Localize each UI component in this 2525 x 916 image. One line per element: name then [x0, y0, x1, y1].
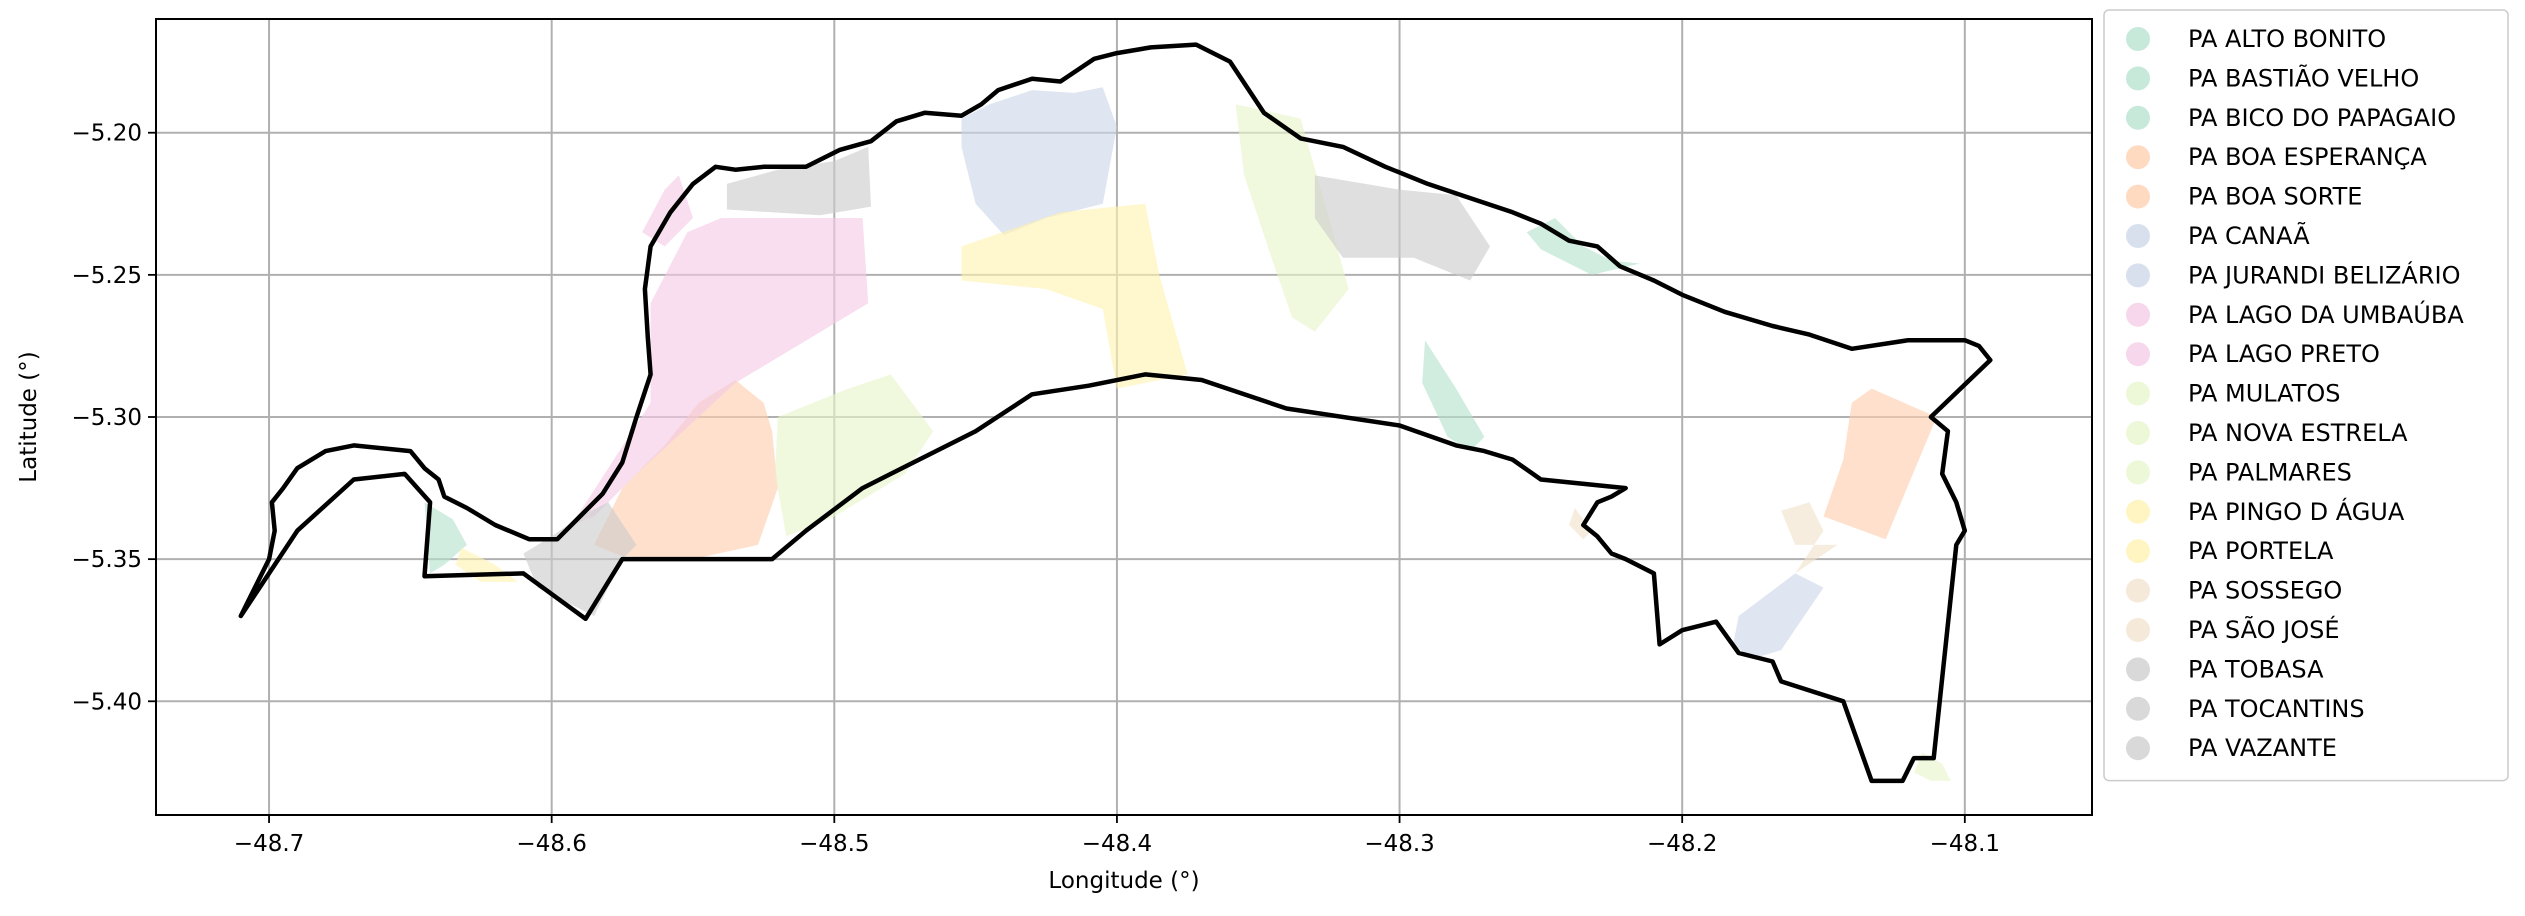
x-axis-title: Longitude (°)	[1048, 868, 1199, 894]
legend-label: PA TOCANTINS	[2188, 695, 2365, 723]
x-tick-label: −48.5	[799, 831, 869, 857]
y-tick-label: −5.40	[72, 689, 142, 715]
legend-label: PA SÃO JOSÉ	[2188, 614, 2340, 644]
y-tick-label: −5.25	[72, 263, 142, 289]
legend-marker	[2126, 66, 2150, 91]
parcel-polygon	[424, 502, 467, 574]
legend-item: PA BASTIÃO VELHO	[2126, 62, 2419, 92]
legend-box	[2103, 9, 2509, 782]
legend-label: PA BASTIÃO VELHO	[2188, 62, 2419, 92]
legend-marker	[2126, 736, 2150, 761]
legend-marker	[2126, 499, 2150, 524]
parcel-polygon	[523, 502, 637, 616]
legend-item: PA NOVA ESTRELA	[2126, 419, 2408, 447]
legend-item: PA MULATOS	[2126, 380, 2341, 408]
y-axis-title: Latitude (°)	[16, 351, 42, 482]
legend-item: PA BOA ESPERANÇA	[2126, 143, 2427, 171]
legend-items: PA ALTO BONITO PA BASTIÃO VELHO PA BICO DO…	[2126, 25, 2464, 762]
legend-marker	[2126, 539, 2150, 564]
legend-item: PA LAGO PRETO	[2126, 340, 2380, 368]
legend-marker	[2126, 224, 2150, 248]
legend-marker	[2126, 618, 2150, 642]
y-tick-label: −5.35	[72, 547, 142, 573]
legend-item: PA BOA SORTE	[2126, 183, 2362, 211]
parcel-polygon	[726, 146, 871, 216]
legend: PA ALTO BONITO PA BASTIÃO VELHO PA BICO DO…	[2103, 9, 2509, 782]
legend-item: PA ALTO BONITO	[2126, 25, 2386, 53]
legend-marker	[2126, 421, 2150, 445]
legend-marker	[2126, 342, 2150, 367]
parcel-polygon	[1823, 388, 1937, 540]
legend-label: PA JURANDI BELIZÁRIO	[2188, 260, 2460, 289]
legend-label: PA ALTO BONITO	[2188, 25, 2386, 53]
parcel-polygon	[1733, 573, 1824, 659]
parcel-polygon	[1422, 340, 1485, 452]
legend-label: PA TOBASA	[2188, 655, 2324, 683]
parcel-polygon	[961, 203, 1188, 389]
legend-label: PA LAGO DA UMBAÚBA	[2188, 299, 2464, 329]
parcel-polygon	[571, 218, 869, 525]
legend-item: PA LAGO DA UMBAÚBA	[2126, 299, 2464, 329]
legend-marker	[2126, 263, 2150, 288]
legend-item: PA SOSSEGO	[2126, 577, 2342, 605]
parcel-polygon	[775, 374, 934, 537]
parcel-polygon	[961, 87, 1117, 236]
parcel-polygon	[1314, 175, 1490, 281]
x-tick-label: −48.1	[1930, 831, 2000, 857]
legend-label: PA NOVA ESTRELA	[2188, 419, 2408, 447]
legend-label: PA BOA ESPERANÇA	[2188, 143, 2427, 171]
x-tick-label: −48.2	[1647, 831, 1717, 857]
legend-marker	[2126, 460, 2150, 485]
legend-label: PA BICO DO PAPAGAIO	[2188, 104, 2456, 132]
legend-label: PA CANAÃ	[2188, 220, 2310, 250]
legend-item: PA SÃO JOSÉ	[2126, 614, 2340, 644]
parcel-polygon	[1235, 104, 1349, 332]
legend-label: PA SOSSEGO	[2188, 577, 2342, 605]
legend-marker	[2126, 381, 2150, 406]
legend-item: PA TOBASA	[2126, 655, 2324, 683]
legend-marker	[2126, 578, 2150, 603]
x-tick-label: −48.3	[1364, 831, 1434, 857]
legend-label: PA PALMARES	[2188, 458, 2352, 486]
y-tick-label: −5.20	[72, 121, 142, 147]
parcel-polygon	[642, 175, 693, 247]
x-tick-label: −48.7	[234, 831, 304, 857]
legend-marker	[2126, 696, 2150, 721]
legend-item: PA VAZANTE	[2126, 734, 2337, 762]
legend-label: PA PINGO D ÁGUA	[2188, 497, 2405, 526]
legend-item: PA PALMARES	[2126, 458, 2352, 486]
municipality-boundary	[238, 42, 1993, 784]
parcel-polygon	[1781, 502, 1838, 574]
x-axis-ticks: −48.7 −48.6 −48.5 −48.4 −48.3 −48.2 −48.1	[234, 815, 2000, 857]
legend-item: PA TOCANTINS	[2126, 695, 2365, 723]
legend-label: PA PORTELA	[2188, 537, 2334, 565]
legend-item: PA PORTELA	[2126, 537, 2334, 565]
x-tick-label: −48.6	[516, 831, 586, 857]
legend-label: PA LAGO PRETO	[2188, 340, 2380, 368]
legend-label: PA BOA SORTE	[2188, 183, 2362, 211]
parcel-polygon	[594, 380, 778, 560]
legend-marker	[2126, 105, 2150, 130]
parcel-polygon	[1569, 508, 1592, 540]
parcels-layer	[424, 87, 1951, 781]
legend-item: PA CANAÃ	[2126, 220, 2310, 250]
legend-marker	[2126, 302, 2150, 327]
legend-label: PA MULATOS	[2188, 380, 2341, 408]
legend-marker	[2126, 27, 2150, 51]
y-axis-ticks: −5.20 −5.25 −5.30 −5.35 −5.40	[72, 121, 156, 715]
y-tick-label: −5.30	[72, 405, 142, 431]
x-tick-label: −48.4	[1082, 831, 1152, 857]
legend-marker	[2126, 657, 2150, 682]
legend-item: PA BICO DO PAPAGAIO	[2126, 104, 2456, 132]
legend-marker	[2126, 145, 2150, 170]
legend-marker	[2126, 184, 2150, 209]
legend-item: PA PINGO D ÁGUA	[2126, 497, 2405, 526]
legend-item: PA JURANDI BELIZÁRIO	[2126, 260, 2460, 289]
legend-label: PA VAZANTE	[2188, 734, 2337, 762]
